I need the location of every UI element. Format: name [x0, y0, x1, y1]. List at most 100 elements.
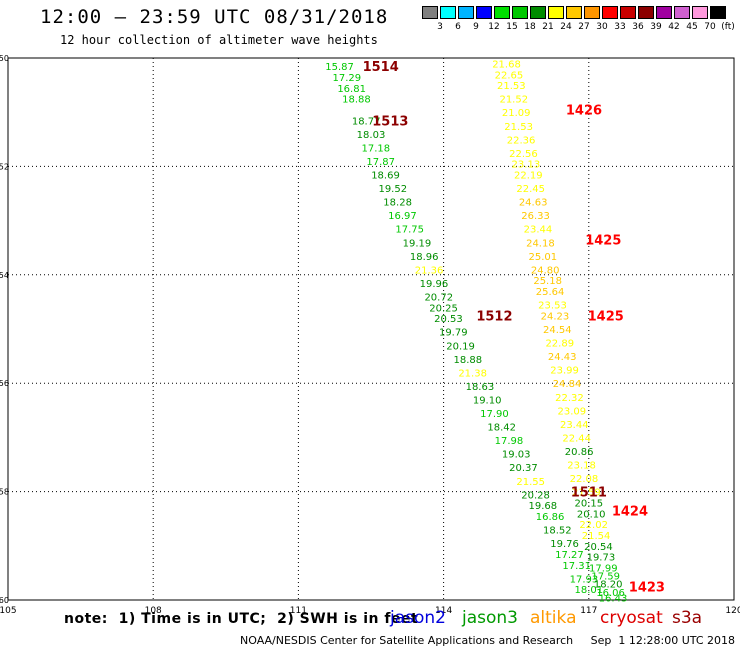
- colorbar-swatch: [512, 6, 528, 19]
- swh-value-cryosat: 21.53: [504, 122, 533, 133]
- chart-title: 12:00 – 23:59 UTC 08/31/2018: [40, 6, 389, 28]
- swh-value-cryosat: 16.06: [596, 588, 625, 599]
- legend-altika: altika: [530, 608, 577, 628]
- swh-value-s3a: 21.36: [415, 265, 444, 276]
- swh-value-cryosat: 20.86: [565, 447, 594, 458]
- legend-jason3: jason3: [462, 608, 518, 628]
- swh-value-cryosat: 22.02: [579, 520, 608, 531]
- swh-value-cryosat: 19.73: [587, 553, 616, 564]
- x-tick-label: 111: [290, 606, 307, 616]
- swh-value-cryosat: 22.36: [507, 135, 536, 146]
- pass-time-s3a: 1513: [372, 114, 408, 129]
- colorbar-swatch: [458, 6, 474, 19]
- swh-value-cryosat: 17.99: [589, 563, 618, 574]
- swh-value-s3a: 19.10: [473, 395, 502, 406]
- y-tick-label: -52: [0, 162, 9, 171]
- swh-value-s3a: 18.52: [543, 526, 572, 537]
- swh-value-cryosat: 24.54: [543, 325, 572, 336]
- swh-value-cryosat: 23.53: [538, 301, 567, 312]
- colorbar-swatch: [494, 6, 510, 19]
- pass-time-cryosat: 1425: [588, 309, 624, 324]
- swh-value-s3a: 20.72: [424, 292, 453, 303]
- colorbar-label: 39: [650, 22, 662, 32]
- note-text: note: 1) Time is in UTC; 2) SWH is in fe…: [64, 611, 419, 627]
- swh-value-cryosat: 22.19: [514, 171, 543, 182]
- swh-value-s3a: 18.88: [342, 95, 371, 106]
- y-tick-label: -58: [0, 488, 9, 497]
- swh-value-s3a: 16.97: [388, 211, 417, 222]
- colorbar-swatch: [422, 6, 438, 19]
- swh-value-cryosat: 25.18: [533, 276, 562, 287]
- y-tick-label: -60: [0, 596, 9, 605]
- swh-value-s3a: 17.87: [366, 157, 395, 168]
- pass-time-cryosat: 1426: [566, 103, 602, 118]
- colorbar-label: 24: [560, 22, 572, 32]
- swh-value-s3a: 19.79: [439, 328, 468, 339]
- swh-value-cryosat: 24.18: [526, 238, 555, 249]
- swh-value-cryosat: 26.33: [521, 211, 550, 222]
- colorbar-label: 45: [686, 22, 698, 32]
- swh-value-s3a: 15.87: [325, 62, 354, 73]
- swh-value-s3a: 18.96: [410, 252, 439, 263]
- swh-value-cryosat: 18.20: [594, 580, 623, 591]
- swh-value-cryosat: 20.10: [577, 509, 606, 520]
- swh-value-s3a: 17.93: [570, 574, 599, 585]
- colorbar-swatch: [602, 6, 618, 19]
- plot-frame: [7, 57, 735, 601]
- swh-value-cryosat: 20.15: [574, 498, 603, 509]
- swh-value-s3a: 18.88: [453, 355, 482, 366]
- legend-cryosat: cryosat: [600, 608, 663, 628]
- swh-value-cryosat: 23.44: [524, 225, 553, 236]
- swh-value-cryosat: 23.18: [567, 461, 596, 472]
- swh-value-cryosat: 16.43: [599, 593, 628, 604]
- swh-value-cryosat: 24.63: [519, 198, 548, 209]
- swh-value-cryosat: 22.56: [509, 149, 538, 160]
- swh-value-s3a: 18.01: [574, 585, 603, 596]
- swh-value-s3a: 20.53: [434, 314, 463, 325]
- swh-value-s3a: 18.42: [487, 423, 516, 434]
- swh-value-s3a: 19.96: [420, 279, 449, 290]
- pass-time-s3a: 1512: [476, 309, 512, 324]
- swh-value-cryosat: 21.09: [502, 108, 531, 119]
- pass-time-s3a: 1514: [363, 60, 399, 75]
- pass-time-cryosat: 1423: [629, 580, 665, 595]
- swh-value-s3a: 19.03: [502, 450, 531, 461]
- colorbar-label: 9: [473, 22, 479, 32]
- swh-value-cryosat: 21.53: [497, 81, 526, 92]
- colorbar-label: (ft): [721, 22, 735, 32]
- swh-value-s3a: 18.28: [383, 198, 412, 209]
- colorbar-label: 3: [437, 22, 443, 32]
- colorbar-swatch: [584, 6, 600, 19]
- swh-value-cryosat: 23.13: [512, 160, 541, 171]
- swh-value-cryosat: 17.59: [591, 572, 620, 583]
- colorbar-label: 33: [614, 22, 626, 32]
- swh-value-s3a: 19.76: [550, 539, 579, 550]
- legend-s3a: s3a: [672, 608, 703, 628]
- pass-time-cryosat: 1424: [612, 505, 648, 520]
- swh-value-s3a: 19.52: [378, 184, 407, 195]
- swh-value-s3a: 17.31: [562, 561, 591, 572]
- x-tick-label: 105: [0, 606, 17, 616]
- legend-jason2: jason2: [390, 608, 446, 628]
- x-tick-label: 108: [145, 606, 162, 616]
- colorbar-swatch: [530, 6, 546, 19]
- colorbar-swatch: [710, 6, 726, 19]
- swh-value-cryosat: 23.09: [558, 406, 587, 417]
- swh-value-s3a: 20.25: [429, 303, 458, 314]
- swh-value-s3a: 17.90: [480, 409, 509, 420]
- swh-value-s3a: 17.75: [395, 225, 424, 236]
- x-tick-label: 114: [435, 606, 452, 616]
- swh-value-cryosat: 25.01: [528, 252, 557, 263]
- colorbar-swatch: [620, 6, 636, 19]
- swh-value-s3a: 20.19: [446, 341, 475, 352]
- colorbar-swatch: [638, 6, 654, 19]
- x-tick-label: 120: [725, 606, 740, 616]
- swh-value-cryosat: 23.99: [550, 366, 579, 377]
- colorbar-swatch: [440, 6, 456, 19]
- y-tick-label: -54: [0, 271, 9, 280]
- colorbar-swatch: [656, 6, 672, 19]
- colorbar-label: 70: [704, 22, 716, 32]
- chart-subtitle: 12 hour collection of altimeter wave hei…: [60, 33, 378, 47]
- colorbar-swatch: [476, 6, 492, 19]
- swh-value-s3a: 16.86: [536, 512, 565, 523]
